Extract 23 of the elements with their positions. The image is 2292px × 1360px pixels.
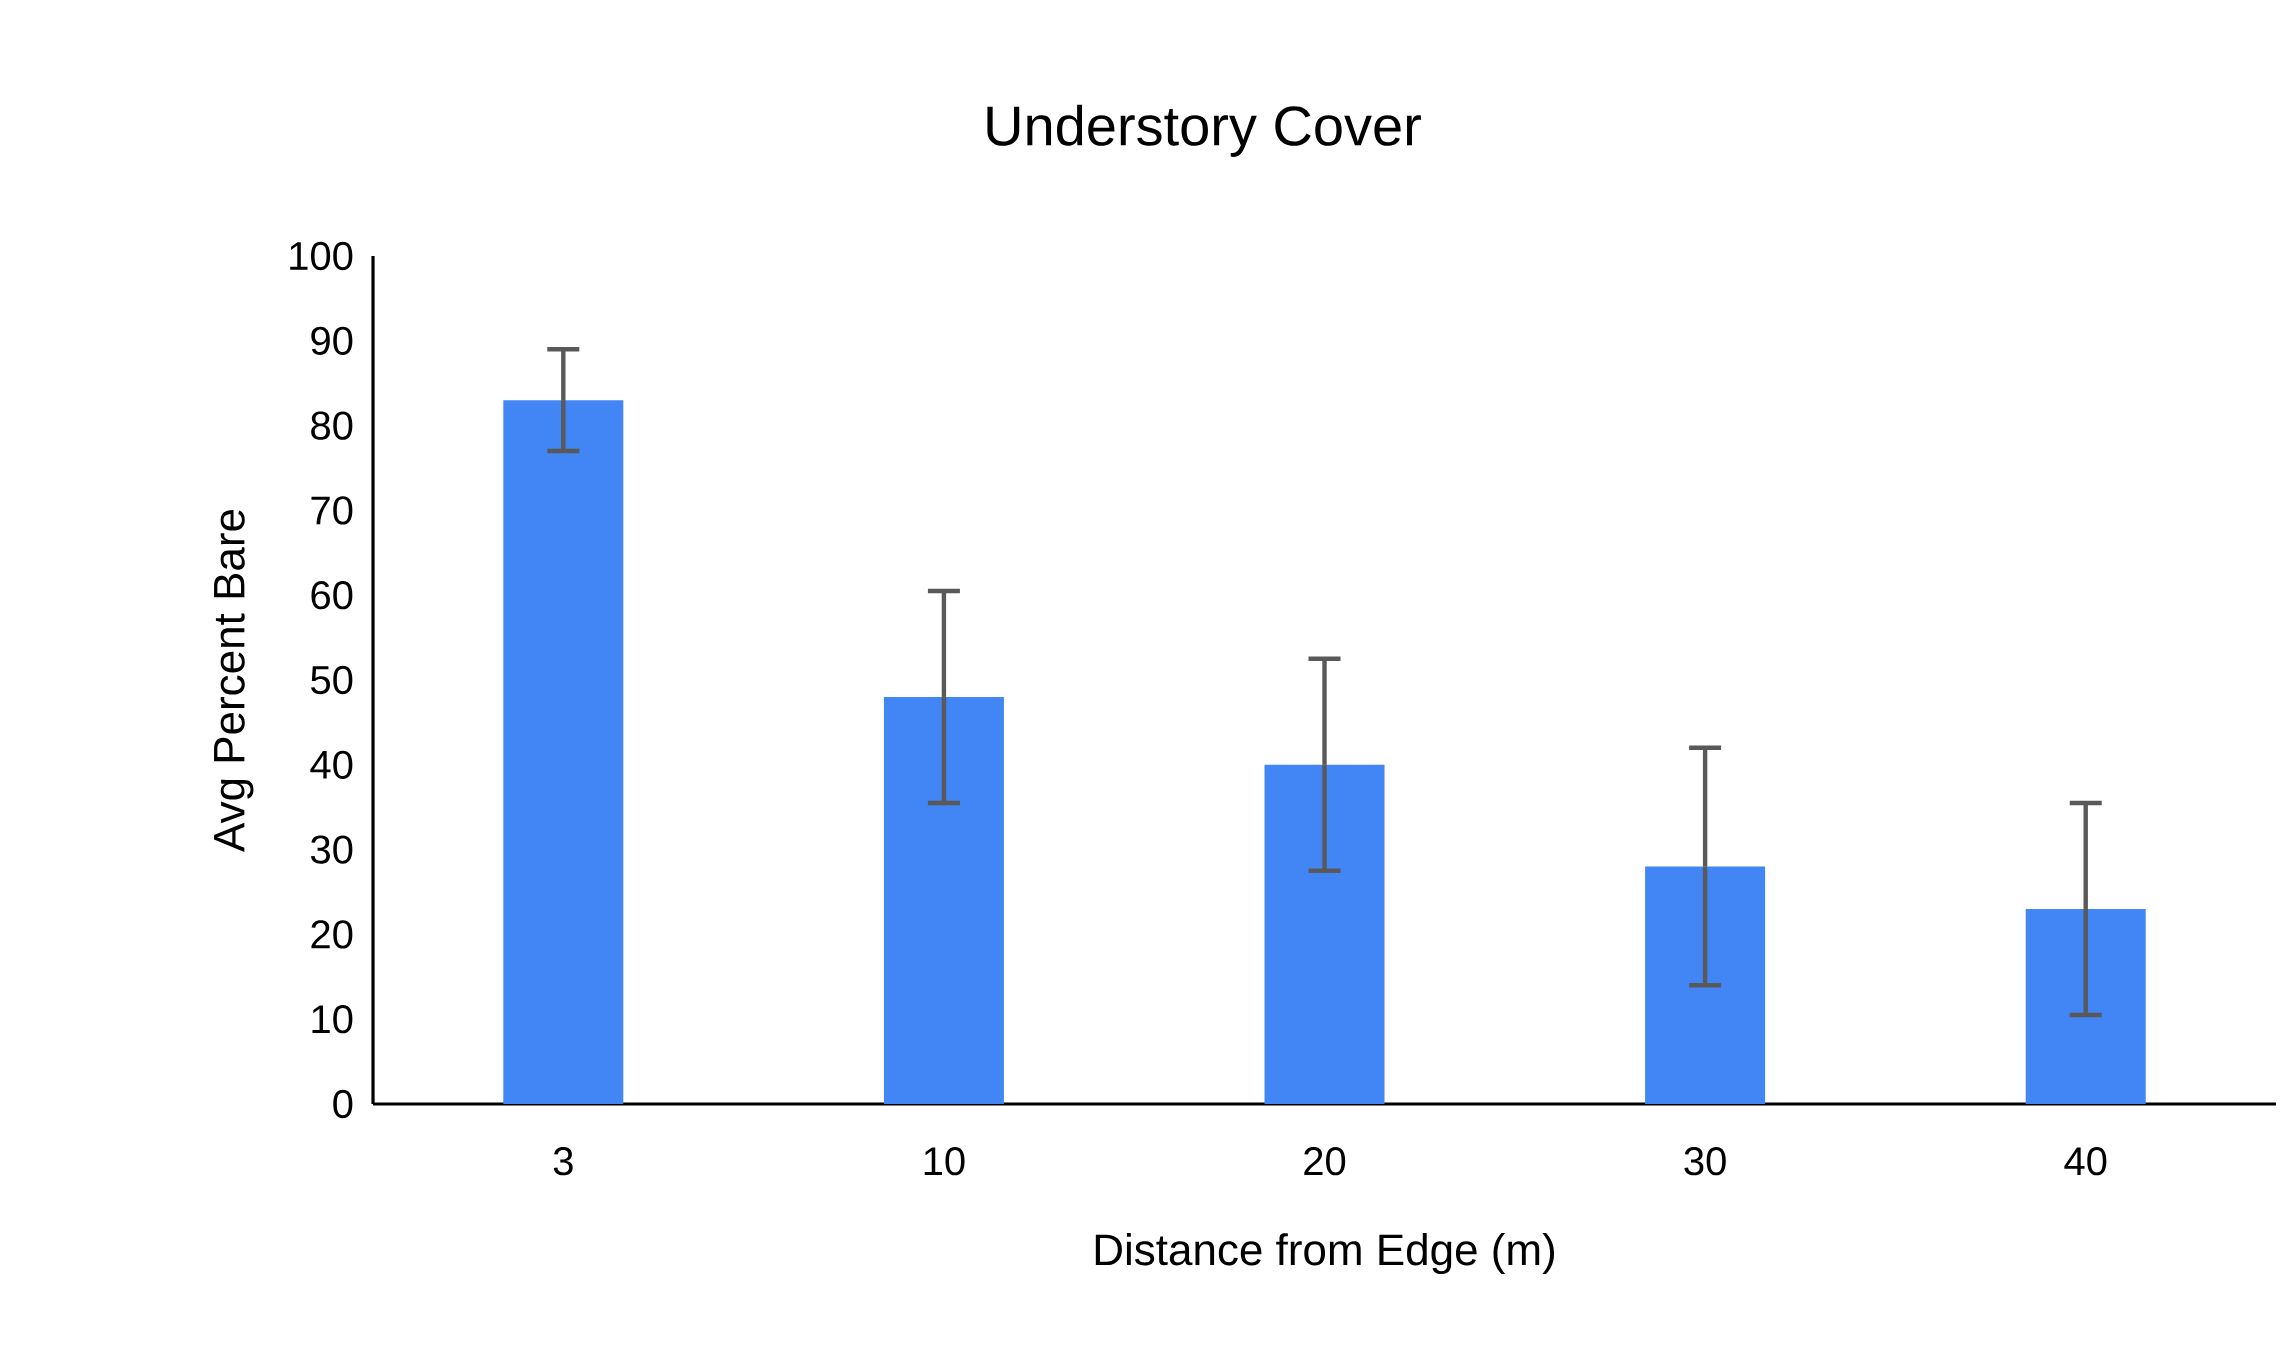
x-tick-label: 10 xyxy=(924,1147,965,1176)
y-tick-label: 80 xyxy=(311,411,353,440)
y-tick-label: 0 xyxy=(333,1089,353,1119)
y-tick-label: 90 xyxy=(311,326,353,355)
y-axis-title: Avg Percent Bare xyxy=(214,509,254,852)
bar xyxy=(503,400,624,1104)
x-tick-label: 40 xyxy=(2064,1147,2107,1176)
x-tick-label: 3 xyxy=(553,1147,573,1176)
y-tick-label: 60 xyxy=(311,581,353,610)
chart-title: Understory Cover xyxy=(987,104,1421,157)
y-tick-label: 20 xyxy=(311,920,353,949)
x-axis-title: Distance from Edge (m) xyxy=(1095,1233,1554,1275)
y-tick-label: 40 xyxy=(310,750,353,779)
y-tick-label: 100 xyxy=(290,241,353,271)
x-tick-label: 20 xyxy=(1304,1147,1346,1176)
y-tick-label: 30 xyxy=(310,835,353,864)
bar xyxy=(883,696,1004,1104)
y-tick-label: 10 xyxy=(312,1005,353,1034)
x-tick-label: 30 xyxy=(1684,1147,1726,1176)
y-tick-label: 50 xyxy=(311,665,353,695)
bar xyxy=(1645,866,1766,1104)
bar xyxy=(1264,764,1385,1104)
y-tick-label: 70 xyxy=(311,496,353,525)
